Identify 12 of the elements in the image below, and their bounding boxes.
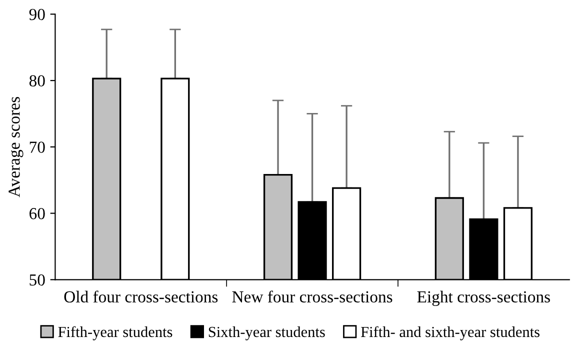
y-tick-label: 60 xyxy=(30,208,45,220)
y-axis-title: Average scores xyxy=(8,97,24,198)
y-tick-label: 90 xyxy=(29,8,45,20)
x-tick-label: Eight cross-sections xyxy=(417,290,550,306)
x-tick-label: Old four cross-sections xyxy=(64,290,218,302)
y-tick-label: 70 xyxy=(30,142,45,153)
legend-label: Sixth-year students xyxy=(208,326,325,340)
legend-label: Fifth- and sixth-year students xyxy=(361,326,540,340)
legend-label: Fifth-year students xyxy=(58,326,172,340)
x-tick-label: New four cross-sections xyxy=(232,290,392,302)
y-tick-label: 50 xyxy=(30,274,45,286)
y-tick-label: 80 xyxy=(29,75,45,86)
